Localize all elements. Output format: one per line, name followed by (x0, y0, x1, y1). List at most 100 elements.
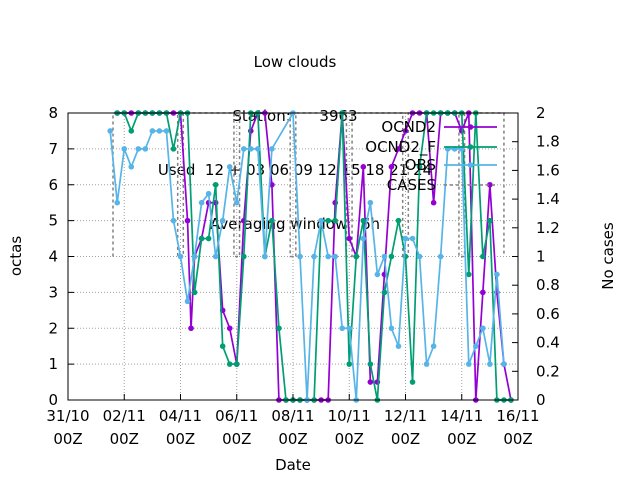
data-point (360, 235, 367, 242)
data-point (423, 361, 430, 367)
y2-tick-label: 1.4 (536, 190, 560, 208)
data-point (184, 298, 191, 305)
data-point (177, 253, 184, 260)
x-tick-label-hour: 00Z (53, 430, 82, 448)
legend-marker (467, 124, 474, 130)
legend-label: OCND2 (381, 118, 436, 136)
data-point (318, 217, 324, 224)
data-point (465, 361, 472, 367)
data-point (480, 325, 486, 332)
title-line-1: Low clouds (253, 53, 337, 71)
data-point (346, 235, 353, 242)
x-tick-label-hour: 00Z (222, 430, 251, 448)
data-point (395, 146, 402, 152)
data-point (184, 217, 191, 224)
x-tick-label-date: 12/11 (384, 407, 427, 425)
legend-marker (467, 144, 474, 150)
x-tick-label-hour: 00Z (391, 430, 420, 448)
x-tick-label-hour: 00Z (335, 430, 364, 448)
data-point (128, 164, 135, 170)
data-point (381, 289, 388, 296)
x-tick-label-hour: 00Z (503, 430, 532, 448)
x-axis-label: Date (275, 456, 311, 474)
data-point (409, 379, 416, 385)
data-point (107, 128, 113, 134)
data-point (248, 146, 254, 152)
y2-tick-label: 2 (536, 104, 546, 122)
data-point (367, 379, 374, 385)
data-point (360, 164, 367, 170)
data-point (381, 253, 388, 260)
x-tick-label-date: 04/11 (159, 407, 202, 425)
data-point (262, 253, 268, 260)
data-point (226, 325, 233, 332)
y-axis-label: octas (7, 236, 25, 276)
series-obs (107, 110, 507, 403)
data-point (388, 325, 395, 332)
data-point (487, 181, 493, 188)
x-tick-label-date: 02/11 (103, 407, 146, 425)
y2-tick-label: 0.4 (536, 334, 560, 352)
data-point (360, 217, 367, 224)
data-point (233, 361, 240, 367)
data-point (121, 146, 128, 152)
data-point (332, 217, 338, 224)
x-tick-label-date: 14/11 (440, 407, 483, 425)
x-tick-label-hour: 00Z (166, 430, 195, 448)
data-point (346, 325, 353, 332)
data-point (170, 217, 177, 224)
data-point (480, 289, 486, 296)
data-point (494, 271, 500, 278)
data-point (487, 361, 493, 367)
data-point (191, 289, 198, 296)
y-tick-label: 1 (48, 355, 58, 373)
axes: 0 1 2 3 4 5 6 7 8 0 0.2 0.4 0.6 0.8 1 1.2 1.4 1.6 1.8 2 31/1… (46, 104, 559, 448)
y-tick-label: 7 (48, 140, 58, 158)
data-point (388, 253, 395, 260)
legend-label: OBS (405, 156, 436, 174)
data-point (487, 217, 493, 224)
legend-label: CASES (387, 176, 436, 194)
y2-tick-label: 1.2 (536, 219, 560, 237)
y-tick-label: 8 (48, 104, 58, 122)
data-point (388, 164, 395, 170)
data-point (128, 128, 135, 134)
y2-axis-label: No cases (599, 222, 617, 290)
data-point (226, 164, 233, 170)
data-point (325, 217, 331, 224)
data-point (149, 128, 156, 134)
data-point (188, 325, 194, 332)
data-point (269, 181, 275, 188)
data-point (311, 253, 317, 260)
data-point (205, 235, 212, 242)
y-tick-label: 2 (48, 319, 58, 337)
data-point (339, 325, 346, 332)
data-point (297, 253, 303, 260)
data-point (325, 253, 331, 260)
y2-tick-label: 0 (536, 391, 546, 409)
data-point (135, 146, 142, 152)
x-tick-label-date: 08/11 (271, 407, 314, 425)
x-tick-label-hour: 00Z (447, 430, 476, 448)
data-point (198, 199, 205, 206)
legend-marker (467, 162, 474, 168)
y-tick-label: 0 (48, 391, 58, 409)
data-point (480, 253, 486, 260)
data-point (353, 253, 360, 260)
y-tick-label: 6 (48, 176, 58, 194)
data-point (437, 253, 444, 260)
x-tick-label-hour: 00Z (110, 430, 139, 448)
x-tick-label-hour: 00Z (278, 430, 307, 448)
data-point (402, 128, 409, 134)
legend-label: OCND2_F (365, 138, 436, 157)
data-point (212, 253, 219, 260)
data-point (276, 325, 282, 332)
y2-tick-label: 0.6 (536, 305, 560, 323)
data-point (269, 146, 275, 152)
x-tick-label-date: 06/11 (215, 407, 258, 425)
data-point (473, 343, 479, 349)
x-tick-label-date: 16/11 (496, 407, 539, 425)
data-point (430, 343, 437, 349)
